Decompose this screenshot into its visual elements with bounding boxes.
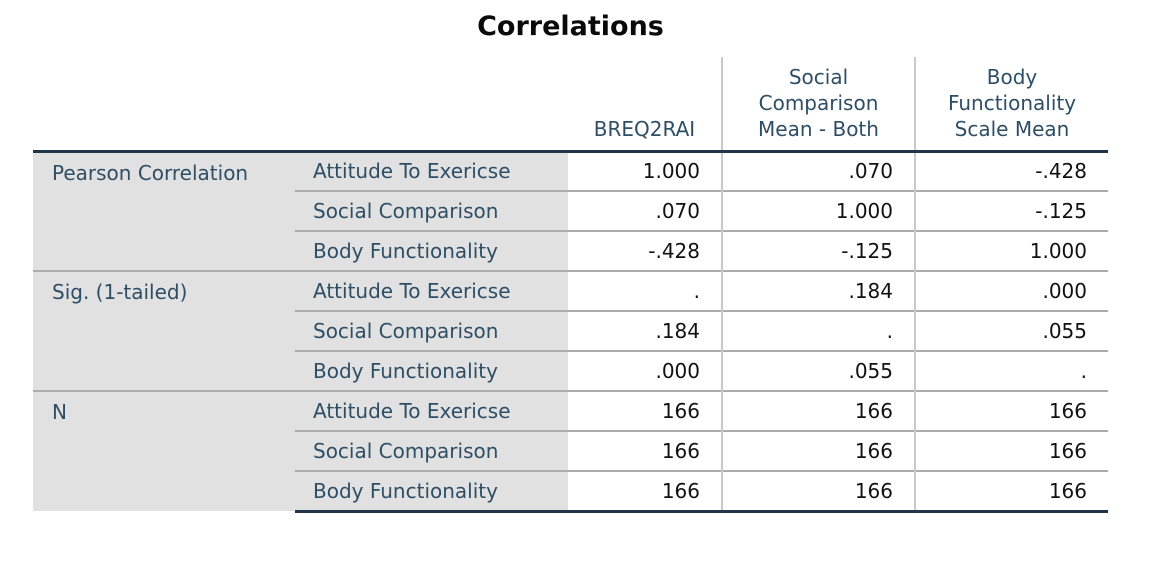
group-label-n: N [33, 390, 295, 511]
variable-label: Attitude To Exericse [295, 270, 568, 311]
value-cell: 166 [568, 470, 722, 513]
value-cell: 166 [914, 470, 1108, 513]
value-cell: -.125 [914, 190, 1108, 231]
table-row: Body Functionality 166 166 166 [33, 470, 1108, 513]
table-title: Correlations [477, 11, 664, 42]
table-row: Social Comparison 166 166 166 [33, 430, 1108, 471]
value-cell: .070 [721, 150, 915, 191]
variable-label: Body Functionality [295, 230, 568, 271]
value-cell: .184 [568, 310, 722, 351]
value-cell: 166 [568, 390, 722, 431]
value-cell: 166 [914, 430, 1108, 471]
value-cell: 166 [721, 390, 915, 431]
column-header-body-functionality: Body Functionality Scale Mean [914, 57, 1108, 153]
group-label-pearson-correlation: Pearson Correlation [33, 150, 295, 271]
variable-label: Social Comparison [295, 310, 568, 351]
value-cell: . [721, 310, 915, 351]
value-cell: . [568, 270, 722, 311]
value-cell: .000 [568, 350, 722, 391]
value-cell: 166 [568, 430, 722, 471]
variable-label: Body Functionality [295, 470, 568, 513]
variable-label: Social Comparison [295, 430, 568, 471]
variable-label: Body Functionality [295, 350, 568, 391]
table-row: Pearson Correlation Attitude To Exericse… [33, 150, 1108, 271]
variable-label: Attitude To Exericse [295, 390, 568, 431]
table-row: Social Comparison .070 1.000 -.125 [33, 190, 1108, 231]
value-cell: 166 [914, 390, 1108, 431]
table-row: Social Comparison .184 . .055 [33, 310, 1108, 351]
table-row: Body Functionality .000 .055 . [33, 350, 1108, 391]
value-cell: .070 [568, 190, 722, 231]
table-body: Pearson Correlation Attitude To Exericse… [33, 150, 1108, 513]
table-row: Sig. (1-tailed) Attitude To Exericse . .… [33, 270, 1108, 391]
table-header: BREQ2RAI Social Comparison Mean - Both B… [33, 57, 1108, 153]
value-cell: .184 [721, 270, 915, 311]
value-cell: .055 [721, 350, 915, 391]
value-cell: 166 [721, 430, 915, 471]
value-cell: 166 [721, 470, 915, 513]
header-row: BREQ2RAI Social Comparison Mean - Both B… [33, 57, 1108, 153]
value-cell: -.428 [914, 150, 1108, 191]
table-row: Body Functionality -.428 -.125 1.000 [33, 230, 1108, 271]
group-label-sig-1-tailed: Sig. (1-tailed) [33, 270, 295, 391]
value-cell: 1.000 [721, 190, 915, 231]
variable-label: Attitude To Exericse [295, 150, 568, 191]
value-cell: -.125 [721, 230, 915, 271]
value-cell: 1.000 [914, 230, 1108, 271]
variable-label: Social Comparison [295, 190, 568, 231]
correlations-table: BREQ2RAI Social Comparison Mean - Both B… [33, 57, 1108, 513]
value-cell: .000 [914, 270, 1108, 311]
value-cell: 1.000 [568, 150, 722, 191]
column-header-social-comparison: Social Comparison Mean - Both [721, 57, 915, 153]
value-cell: .055 [914, 310, 1108, 351]
value-cell: -.428 [568, 230, 722, 271]
header-corner-cell [33, 57, 568, 153]
value-cell: . [914, 350, 1108, 391]
table-row: N Attitude To Exericse 166 166 166 [33, 390, 1108, 511]
column-header-breq2rai: BREQ2RAI [568, 57, 722, 153]
